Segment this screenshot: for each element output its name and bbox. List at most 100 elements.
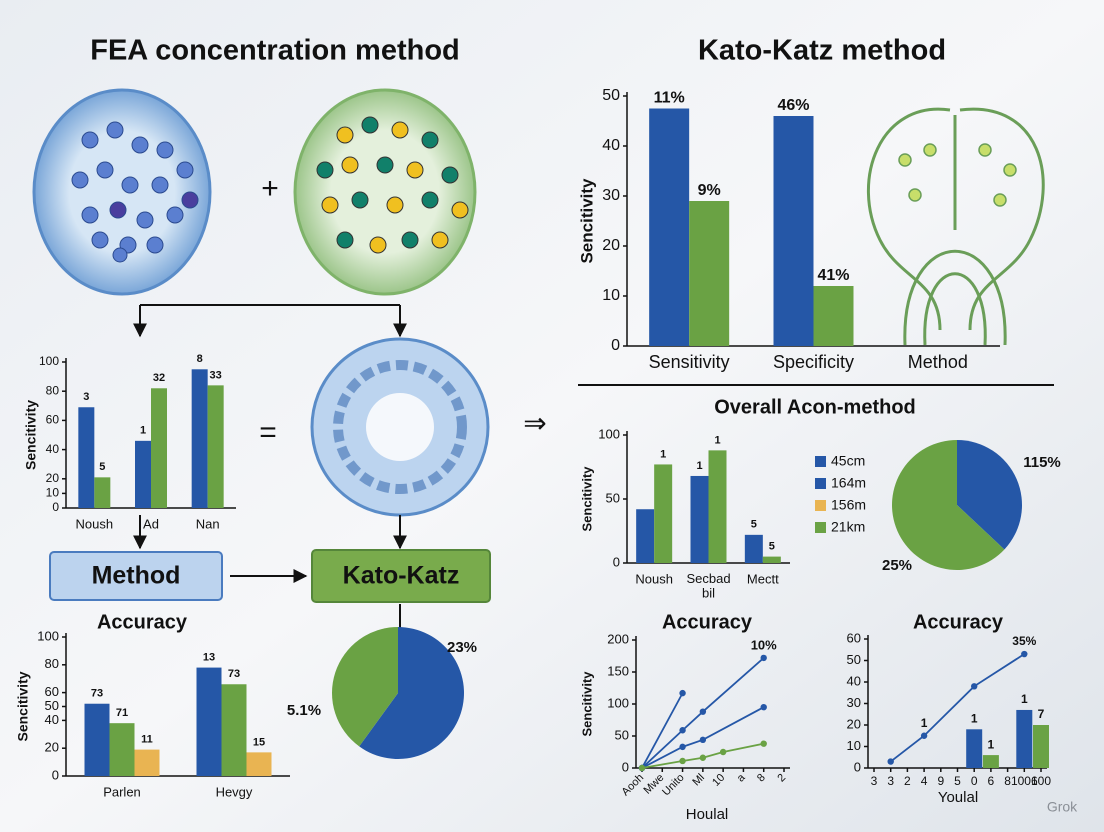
chart-title: Accuracy (913, 611, 1004, 633)
y-tick-label: 50 (606, 490, 620, 505)
x-tick-label: 0 (971, 774, 978, 788)
bar (151, 388, 167, 508)
x-axis-label: Houlal (686, 806, 729, 823)
legend-label: 45cm (831, 453, 865, 469)
bar (636, 509, 655, 563)
bar (135, 440, 151, 508)
x-tick-label: Parlen (103, 784, 141, 799)
y-tick-label: 80 (46, 383, 60, 397)
bar (196, 667, 222, 776)
data-note: 1 (660, 448, 666, 460)
line (890, 653, 1025, 763)
y-tick-label: 50 (615, 727, 629, 742)
pie-slice (957, 440, 1022, 550)
y-tick-label: 0 (52, 767, 59, 782)
bar (134, 749, 160, 776)
cell-illustration (32, 88, 212, 296)
watermark: Grok (1047, 799, 1078, 815)
x-tick-label: Hevgy (216, 784, 253, 799)
organ-illustration (866, 107, 1045, 346)
point (887, 758, 894, 765)
x-tick-label: Method (908, 352, 968, 372)
bar (109, 723, 135, 776)
x-tick-label: Specificity (773, 352, 854, 372)
y-tick-label: 40 (45, 712, 59, 727)
y-tick-label: 100 (598, 426, 620, 441)
y-tick-label: 10 (602, 287, 620, 304)
y-tick-label: 200 (607, 631, 629, 646)
y-tick-label: 60 (45, 684, 59, 699)
x-tick-label: 5 (954, 774, 961, 788)
point (679, 689, 686, 697)
bar (690, 475, 709, 563)
data-note: 1 (140, 425, 146, 437)
data-note: 5 (769, 541, 775, 553)
y-tick-label: 40 (46, 442, 60, 456)
y-tick-label: 100 (37, 628, 59, 643)
bar (966, 729, 983, 768)
x-tick-label: 8 (1004, 774, 1011, 788)
data-note: 15 (253, 736, 265, 748)
pie-note: 115% (1023, 454, 1061, 471)
y-axis-label: Sencitivity (579, 671, 594, 737)
pie-note: 25% (882, 557, 912, 574)
y-tick-label: 100 (607, 695, 629, 710)
y-tick-label: 30 (847, 695, 861, 710)
data-note: 33 (210, 369, 222, 381)
y-tick-label: 20 (45, 740, 59, 755)
x-tick-label: Noush (635, 571, 673, 586)
y-tick-label: 150 (607, 663, 629, 678)
point (638, 764, 646, 772)
data-note: 32 (153, 372, 165, 384)
legend-swatch (815, 478, 826, 489)
legend-swatch (815, 500, 826, 511)
box-label: Method (92, 562, 181, 590)
point (679, 743, 686, 751)
method-box (49, 551, 223, 601)
box-label: Kato-Katz (343, 562, 460, 590)
point (971, 683, 978, 690)
cell-illustration (293, 88, 477, 296)
pie-note: 23% (447, 639, 477, 656)
data-note: 11% (654, 90, 685, 107)
y-tick-label: 0 (613, 554, 620, 569)
legend-swatch (815, 522, 826, 533)
bar (762, 556, 781, 563)
bar (221, 684, 247, 776)
y-tick-label: 40 (602, 137, 620, 154)
bar (84, 703, 110, 776)
legend-swatch (815, 456, 826, 467)
x-tick-label: 9 (937, 774, 944, 788)
heading: FEA concentration method (90, 35, 460, 67)
data-note: 5 (751, 519, 757, 531)
point (699, 754, 707, 761)
pie-slice (891, 440, 1005, 570)
y-axis-label: Sencitivity (15, 671, 31, 741)
bar (1016, 709, 1033, 768)
data-note: 9% (698, 182, 721, 199)
line (641, 706, 765, 769)
bar (744, 534, 763, 563)
x-tick-label: Secbad bil (686, 571, 730, 600)
data-note: 1 (1021, 692, 1028, 706)
legend-label: 156m (831, 497, 866, 513)
y-tick-label: 30 (602, 187, 620, 204)
data-note: 1 (696, 460, 702, 472)
y-tick-label: 0 (622, 759, 629, 774)
data-note: 1 (971, 711, 978, 725)
data-note: 46% (777, 97, 809, 114)
y-axis-label: Sencitivity (579, 466, 594, 532)
bar (813, 286, 854, 346)
bar (708, 450, 727, 563)
x-tick-label: Mectt (747, 571, 779, 586)
connector (133, 304, 1054, 644)
data-note: 7 (1038, 707, 1045, 721)
data-note: 35% (1012, 634, 1036, 648)
kato-katz-box (311, 549, 491, 603)
data-note: 3 (83, 391, 89, 403)
point (920, 732, 928, 739)
y-tick-label: 50 (602, 87, 620, 104)
y-axis-label: Sencitivity (577, 178, 596, 264)
data-note: 11 (141, 733, 153, 745)
